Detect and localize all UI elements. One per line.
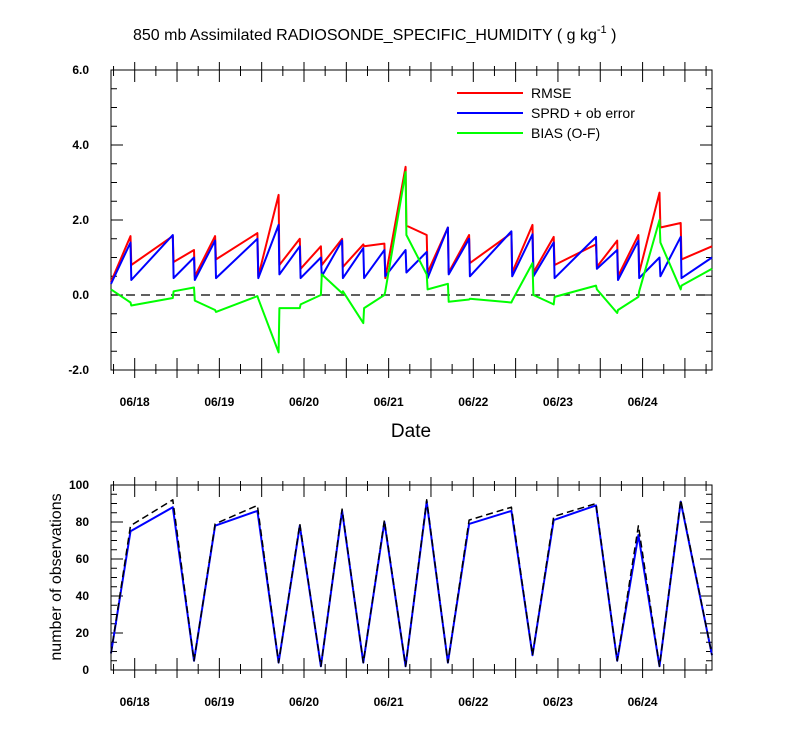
bottom-x-tick-label: 06/20: [289, 695, 319, 709]
top-y-tick-label: 2.0: [72, 213, 89, 227]
legend-label-sprd: SPRD + ob error: [531, 105, 635, 121]
bottom-plot-frame: [110, 484, 713, 671]
top-x-tick-label: 06/24: [628, 395, 658, 409]
bottom-series-possible-line: [110, 499, 713, 668]
bottom-x-tick-label: 06/22: [458, 695, 488, 709]
chart-title: 850 mb Assimilated RADIOSONDE_SPECIFIC_H…: [133, 24, 616, 44]
legend-label-bias: BIAS (O-F): [531, 125, 600, 141]
bottom-y-tick-label: 0: [82, 663, 89, 677]
bottom-x-tick-label: 06/19: [204, 695, 234, 709]
top-x-tick-label: 06/19: [204, 395, 234, 409]
title-superscript: -1: [597, 24, 607, 36]
top-y-tick-label: 4.0: [72, 138, 89, 152]
bottom-x-tick-label: 06/21: [374, 695, 404, 709]
bottom-x-tick-label: 06/23: [543, 695, 573, 709]
bottom-y-tick-label: 60: [76, 552, 90, 566]
top-chart-panel: -2.0 0.0 2.0 4.0 6.0 06/18 06/19 06/20 06/21 06/2…: [68, 62, 713, 442]
bottom-y-tick-label: 80: [76, 515, 90, 529]
bottom-y-tick-label: 100: [69, 478, 89, 492]
top-y-tick-label: 6.0: [72, 63, 89, 77]
top-y-tick-label: -2.0: [68, 363, 89, 377]
bottom-x-tick-label: 06/24: [628, 695, 658, 709]
bottom-x-tick-label: 06/18: [120, 695, 150, 709]
y-axis-label: number of observations: [48, 493, 65, 660]
top-series-rmse-line: [110, 165, 713, 283]
bottom-y-tick-label: 40: [76, 589, 90, 603]
legend-label-rmse: RMSE: [531, 85, 571, 101]
top-x-tick-label: 06/23: [543, 395, 573, 409]
top-x-tick-label: 06/20: [289, 395, 319, 409]
bottom-series-used-line: [110, 500, 713, 668]
top-x-tick-label: 06/21: [374, 395, 404, 409]
x-axis-label: Date: [391, 421, 431, 442]
top-x-tick-label: 06/18: [120, 395, 150, 409]
top-y-tick-label: 0.0: [72, 288, 89, 302]
top-series-bias-o-f-line: [110, 171, 713, 354]
legend: RMSE SPRD + ob error BIAS (O-F): [457, 85, 635, 141]
bottom-chart-panel: 0 20 40 60 80 100 06/18 06/19 06/20 06/21 06/22 06/…: [48, 477, 713, 709]
top-series-sprd-ob-error-line: [110, 223, 713, 285]
bottom-y-tick-label: 20: [76, 626, 90, 640]
top-x-tick-label: 06/22: [458, 395, 488, 409]
